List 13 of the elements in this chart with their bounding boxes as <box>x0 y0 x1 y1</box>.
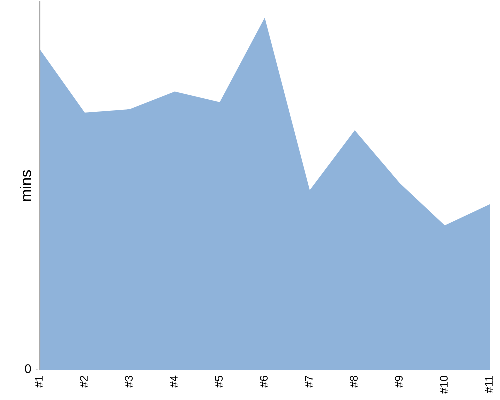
x-tick-label: #4 <box>170 376 178 388</box>
x-tick-label: #8 <box>350 376 358 388</box>
x-tick-label: #5 <box>215 376 223 388</box>
x-tick-label: #3 <box>125 376 133 388</box>
x-tick-label: #7 <box>305 376 313 388</box>
x-tick-label: #9 <box>395 376 403 388</box>
annotation: 0 <box>25 364 32 374</box>
x-tick-label: #2 <box>80 376 88 388</box>
x-tick-label: #11 <box>485 376 493 394</box>
x-tick-label: #10 <box>440 376 448 394</box>
x-tick-label: #6 <box>260 376 268 388</box>
x-tick-label: #1 <box>35 376 43 388</box>
y-axis-title: mins <box>20 170 32 202</box>
